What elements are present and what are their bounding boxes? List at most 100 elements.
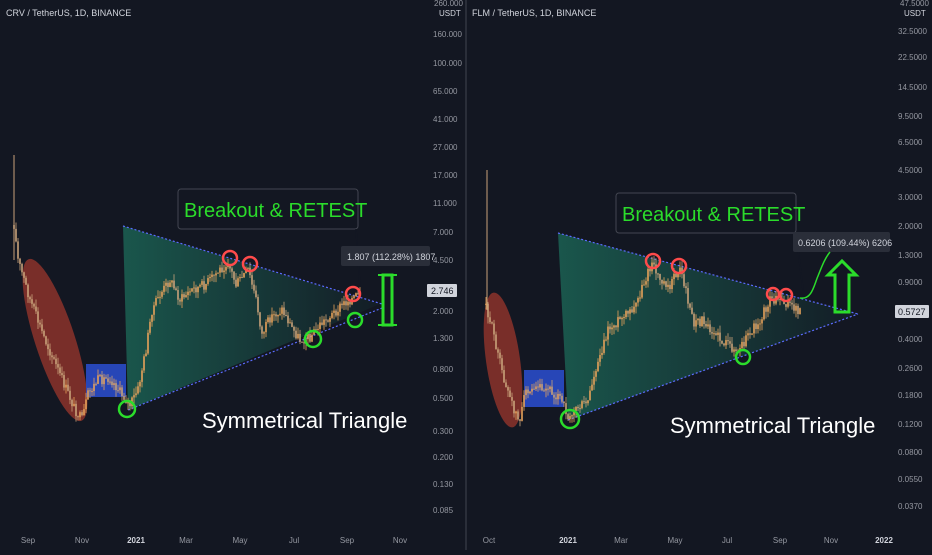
- left-peak-circle-1: [221, 249, 239, 267]
- right-candle-body: [705, 324, 707, 327]
- left-candle-body: [253, 284, 255, 291]
- left-candle-body: [157, 297, 159, 299]
- left-candle-body: [247, 267, 249, 269]
- right-candle-body: [703, 316, 705, 325]
- right-candle-body: [603, 339, 605, 353]
- right-candle-body: [533, 388, 535, 390]
- right-candle-body: [585, 401, 587, 404]
- right-candle-body: [529, 391, 531, 394]
- right-candle-body: [599, 355, 601, 362]
- right-candle-body: [495, 334, 497, 350]
- right-candle-body: [589, 390, 591, 401]
- left-candle-body: [45, 336, 47, 345]
- left-candle-body: [205, 283, 207, 290]
- left-measure-label: 1.807 (112.28%) 1807: [347, 252, 435, 262]
- left-candle-body: [21, 263, 23, 273]
- left-axis-unit: USDT: [439, 9, 461, 18]
- right-candle-body: [631, 309, 633, 313]
- left-candle-body: [297, 333, 299, 339]
- left-candle-body: [145, 353, 147, 357]
- left-candle-body: [179, 299, 181, 302]
- right-candle-body: [485, 303, 487, 305]
- left-candle-body: [189, 291, 191, 293]
- right-candle-body: [547, 388, 549, 390]
- right-candle-body: [621, 317, 623, 320]
- right-time-axis: Oct 2021 Mar May Jul Sep Nov 2022: [483, 536, 894, 545]
- left-candle-body: [93, 383, 95, 392]
- left-candle-body: [277, 314, 279, 317]
- left-candle-body: [239, 277, 241, 279]
- left-candle-body: [169, 282, 171, 287]
- right-candle-body: [731, 343, 733, 352]
- right-candle-body: [719, 332, 721, 341]
- left-candle-body: [77, 416, 79, 418]
- right-price-tick: 0.2600: [898, 364, 923, 373]
- right-candle-body: [757, 324, 759, 330]
- left-candle-body: [283, 307, 285, 316]
- right-candle-body: [683, 274, 685, 287]
- left-candle-body: [79, 412, 81, 418]
- left-trough-circle-1: [117, 399, 137, 419]
- left-candle-body: [19, 258, 21, 264]
- left-candle-body: [63, 375, 65, 388]
- left-candle-body: [219, 267, 221, 273]
- left-candle-body: [25, 277, 27, 285]
- right-candle-body: [511, 397, 513, 401]
- right-candle-body: [677, 273, 679, 278]
- left-symbol-label: CRV / TetherUS, 1D, BINANCE: [6, 8, 131, 18]
- left-candle-body: [271, 314, 273, 323]
- left-candle-body: [213, 274, 215, 276]
- left-candle-body: [107, 378, 109, 382]
- right-candle-body: [663, 281, 665, 284]
- right-time-label: Oct: [483, 536, 496, 545]
- right-candle-body: [771, 296, 773, 299]
- left-price-tick: 41.000: [433, 115, 458, 124]
- left-candle-body: [287, 315, 289, 324]
- right-candle-body: [661, 279, 663, 284]
- right-candle-body: [695, 320, 697, 327]
- left-candle-body: [193, 287, 195, 289]
- right-candle-body: [653, 262, 655, 265]
- right-candle-body: [753, 323, 755, 334]
- left-candle-body: [307, 333, 309, 340]
- left-candle-body: [115, 383, 117, 391]
- right-candle-body: [625, 310, 627, 317]
- right-price-tick: 9.5000: [898, 112, 923, 121]
- right-candle-body: [729, 341, 731, 344]
- right-price-tick: 0.0370: [898, 502, 923, 511]
- right-candle-body: [639, 297, 641, 299]
- right-candle-body: [577, 406, 579, 409]
- right-candle-body: [655, 264, 657, 274]
- right-candle-body: [679, 267, 681, 274]
- right-candle-body: [571, 415, 573, 417]
- left-candle-body: [29, 297, 31, 300]
- right-current-price-box: [895, 305, 929, 318]
- left-candle-body: [143, 356, 145, 371]
- left-candle-body: [159, 296, 161, 298]
- left-triangle-area: [123, 226, 380, 410]
- left-candle-body: [319, 322, 321, 329]
- right-time-label: Jul: [722, 536, 732, 545]
- right-candle-body: [613, 325, 615, 328]
- left-candle-body: [243, 273, 245, 278]
- left-candle-body: [141, 370, 143, 382]
- left-candle-body: [33, 303, 35, 307]
- left-candle-body: [57, 364, 59, 368]
- right-candle-body: [687, 288, 689, 304]
- left-candle-body: [345, 301, 347, 306]
- right-candle-body: [489, 317, 491, 323]
- right-price-tick: 32.5000: [898, 27, 927, 36]
- right-candle-body: [573, 410, 575, 416]
- left-candle-body: [261, 326, 263, 334]
- left-candle-body: [161, 291, 163, 297]
- left-candle-body: [149, 321, 151, 333]
- right-candle-body: [697, 318, 699, 321]
- right-candle-body: [561, 395, 563, 402]
- left-candle-body: [201, 281, 203, 285]
- right-candle-body: [487, 303, 489, 318]
- left-candle-body: [55, 358, 57, 365]
- left-candle-body: [151, 314, 153, 322]
- right-candle-body: [611, 327, 613, 330]
- right-candle-body: [499, 352, 501, 359]
